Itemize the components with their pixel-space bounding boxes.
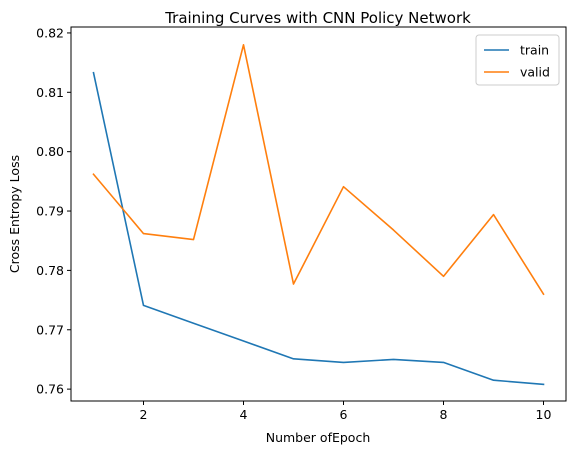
legend: train valid [475,34,560,86]
x-tick-label: 8 [440,407,448,422]
x-axis-label: Number ofEpoch [266,430,371,445]
x-axis: 2 4 6 8 10 [140,401,552,422]
x-tick-label: 6 [340,407,348,422]
y-axis-label: Cross Entropy Loss [7,155,22,273]
x-tick-label: 10 [536,407,552,422]
y-tick-label: 0.80 [36,144,64,159]
y-tick-label: 0.78 [36,263,64,278]
y-tick-label: 0.79 [36,204,64,219]
y-tick-label: 0.77 [36,322,64,337]
x-tick-label: 4 [240,407,248,422]
y-tick-label: 0.76 [36,382,64,397]
y-axis: 0.76 0.77 0.78 0.79 0.80 0.81 0.82 [36,25,71,397]
chart-title: Training Curves with CNN Policy Network [164,9,471,27]
legend-label-valid: valid [520,65,550,80]
series-line-valid [92,44,545,296]
y-tick-label: 0.81 [36,85,64,100]
series-layer [92,44,545,386]
plot-frame [70,26,567,402]
y-tick-label: 0.82 [36,25,64,40]
legend-label-train: train [520,43,549,58]
series-line-train [92,71,545,386]
plot-area [70,26,567,402]
x-tick-label: 2 [140,407,148,422]
